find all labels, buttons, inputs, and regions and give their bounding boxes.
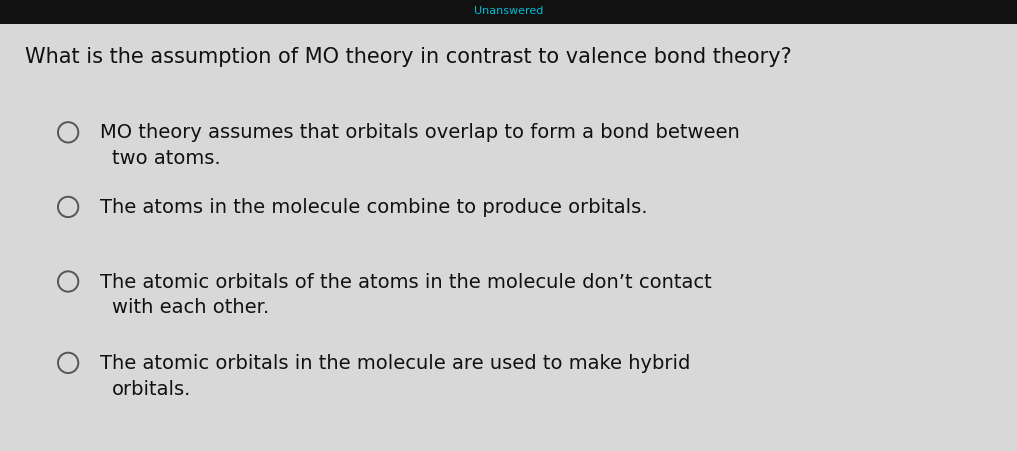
- Text: The atoms in the molecule combine to produce orbitals.: The atoms in the molecule combine to pro…: [100, 198, 647, 216]
- Text: The atomic orbitals in the molecule are used to make hybrid: The atomic orbitals in the molecule are …: [100, 353, 691, 372]
- Text: What is the assumption of MO theory in contrast to valence bond theory?: What is the assumption of MO theory in c…: [25, 47, 792, 67]
- Text: with each other.: with each other.: [112, 298, 270, 317]
- Text: orbitals.: orbitals.: [112, 379, 191, 398]
- Text: two atoms.: two atoms.: [112, 149, 221, 168]
- Text: MO theory assumes that orbitals overlap to form a bond between: MO theory assumes that orbitals overlap …: [100, 123, 739, 142]
- Text: The atomic orbitals of the atoms in the molecule don’t contact: The atomic orbitals of the atoms in the …: [100, 272, 712, 291]
- Bar: [0, 0, 1017, 25]
- Text: Unanswered: Unanswered: [474, 6, 543, 16]
